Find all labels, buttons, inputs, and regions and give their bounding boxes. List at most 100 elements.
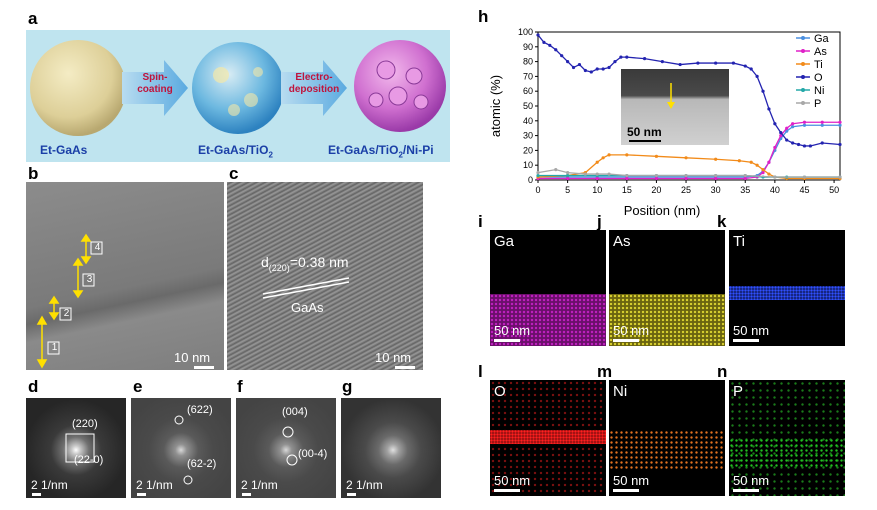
point-o-16: [642, 57, 647, 61]
point-ti-7: [654, 154, 659, 158]
x-tick-label-3: 15: [622, 185, 632, 195]
fft-g: 2 1/nm: [341, 398, 441, 498]
fft-e: (622) (62-2) 2 1/nm: [131, 398, 231, 498]
composition-profile-chart: 0 5 10 15 20 25 30 35 40 45 50 0 10 20 30 40 50 60 70 80 90 1…: [490, 27, 842, 218]
series-line-ga: [538, 124, 840, 178]
fft-e-scalebar: [137, 493, 146, 496]
fft-f-scalebar-label: 2 1/nm: [241, 478, 278, 492]
point-o-15: [625, 55, 629, 59]
point-ga-14: [791, 125, 795, 129]
marker-2: 2: [63, 308, 70, 319]
point-o-19: [696, 61, 700, 65]
eds-map-p: P 50 nm: [729, 380, 845, 496]
point-o-35: [838, 142, 842, 147]
legend-label-o: O: [814, 72, 823, 84]
y-tick-label-2: 20: [523, 145, 533, 155]
point-ti-13: [761, 168, 765, 172]
y-tick-label-10: 100: [518, 27, 533, 37]
point-o-13: [613, 60, 617, 64]
legend-marker-o: [801, 75, 805, 79]
point-ti-14: [767, 172, 771, 176]
point-o-23: [749, 67, 753, 71]
spin-coating-arrow: [122, 60, 188, 116]
panel-label-g: g: [342, 377, 353, 396]
y-tick-label-0: 0: [528, 175, 533, 185]
fft-e-spot-62-2: (62-2): [187, 458, 217, 470]
fft-f-scalebar: [242, 493, 251, 496]
point-o-22: [743, 64, 747, 68]
eds-map-as: As 50 nm: [609, 230, 725, 346]
d-spacing-label: d(220)=0.38 nm: [261, 254, 349, 273]
point-ga-13: [785, 129, 789, 133]
map-as-scalebar: 50 nm: [613, 323, 649, 342]
point-o-14: [619, 55, 623, 59]
eds-map-o: O 50 nm: [490, 380, 606, 496]
arrow1-text-line2: coating: [137, 84, 173, 95]
marker-1: 1: [51, 342, 58, 353]
point-o-2: [548, 43, 552, 47]
map-as-title: As: [613, 233, 631, 250]
fft-f-spot-004: (004): [282, 406, 308, 418]
fft-e-spot-622: (622): [187, 404, 213, 416]
point-as-13: [785, 126, 789, 130]
schematic-panel: Spin- coating Electro- deposition Et-GaA…: [26, 30, 450, 162]
point-o-29: [785, 138, 789, 142]
point-p-0: [536, 171, 540, 175]
point-ni-1: [566, 173, 570, 178]
point-o-8: [583, 68, 587, 73]
point-as-9: [761, 171, 765, 175]
map-o-scalebar: 50 nm: [494, 473, 530, 492]
point-ti-10: [737, 159, 741, 163]
point-o-18: [678, 62, 682, 67]
y-tick-label-8: 80: [523, 57, 533, 67]
point-o-34: [820, 141, 824, 145]
tem-image-c: d(220)=0.38 nm GaAs 10 nm: [227, 182, 423, 370]
point-o-7: [577, 62, 582, 67]
point-p-13: [838, 175, 842, 179]
marker-3: 3: [86, 274, 93, 285]
panel-label-m: m: [597, 362, 613, 381]
point-p-10: [743, 173, 747, 178]
fft-d-spot-220: (220): [72, 418, 98, 430]
legend-marker-ti: [801, 62, 805, 66]
point-p-9: [714, 173, 718, 178]
fft-f-spot-00-4: (00-4): [298, 448, 328, 460]
panel-label-i: i: [478, 212, 483, 231]
x-axis-label: Position (nm): [624, 203, 701, 218]
point-as-6: [714, 176, 718, 181]
point-ti-3: [595, 160, 599, 164]
point-p-8: [684, 173, 688, 178]
tem-b-markers: [36, 233, 103, 369]
point-ti-9: [714, 157, 718, 161]
point-as-4: [654, 176, 659, 181]
series-line-as: [538, 121, 840, 180]
panel-label-e: e: [133, 377, 143, 396]
point-p-6: [625, 173, 629, 178]
legend-label-ti: Ti: [814, 59, 823, 71]
point-ti-8: [684, 156, 688, 160]
electrodeposition-arrow: [281, 60, 347, 116]
point-o-21: [731, 61, 736, 65]
point-o-3: [554, 48, 558, 52]
map-p-scalebar: 50 nm: [733, 473, 769, 492]
point-o-9: [589, 70, 593, 74]
point-as-17: [838, 120, 842, 124]
map-ni-title: Ni: [613, 383, 628, 400]
panel-label-k: k: [717, 212, 727, 231]
point-p-2: [566, 171, 570, 175]
schematic-graphic: [30, 40, 446, 136]
point-ti-6: [625, 153, 629, 157]
lattice-lines: [262, 277, 350, 299]
point-as-2: [595, 176, 599, 181]
fft-d: (220) (22-0) 2 1/nm: [26, 398, 126, 498]
fft-d-scalebar: [32, 493, 41, 496]
label-et-gaas: Et-GaAs: [40, 143, 88, 157]
point-ga-17: [838, 123, 842, 127]
y-tick-label-6: 60: [523, 86, 533, 96]
x-tick-label-8: 40: [770, 185, 780, 195]
panel-label-c: c: [229, 164, 239, 183]
point-p-11: [773, 175, 777, 179]
point-o-11: [601, 67, 605, 71]
x-tick-label-4: 20: [651, 185, 661, 195]
series-line-p: [537, 168, 840, 178]
